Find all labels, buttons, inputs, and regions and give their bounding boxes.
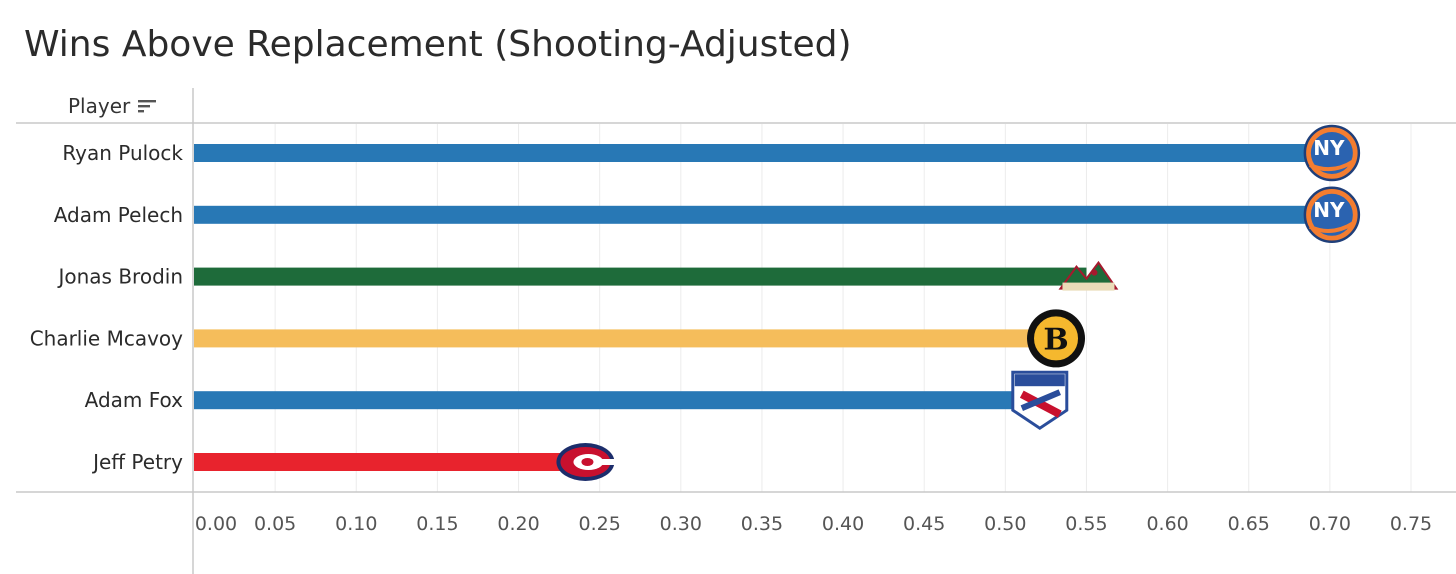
logo-gap <box>597 459 616 465</box>
x-tick-label: 0.00 <box>195 513 237 535</box>
minnesota-wild-logo <box>1058 260 1119 291</box>
logo-inner <box>1032 314 1081 363</box>
logo-letter: B <box>1043 322 1068 357</box>
x-tick-label: 0.50 <box>984 513 1026 535</box>
bar <box>194 144 1330 162</box>
x-axis-ticks: 0.00 0.05 0.10 0.15 0.20 0.25 0.30 0.35 0.40 0.45… <box>195 513 1432 535</box>
logo-letters: NY <box>1313 198 1345 222</box>
sort-descending-icon[interactable] <box>138 99 157 113</box>
row-label: Jonas Brodin <box>56 265 183 289</box>
boston-bruins-logo: B <box>1027 309 1086 368</box>
team-logos: NY NY B <box>556 124 1361 481</box>
x-tick-label: 0.10 <box>335 513 377 535</box>
x-tick-label: 0.75 <box>1390 513 1432 535</box>
row-header[interactable]: Player <box>68 94 157 118</box>
row-label: Adam Pelech <box>54 203 183 227</box>
x-tick-label: 0.25 <box>579 513 621 535</box>
x-tick-label: 0.45 <box>903 513 945 535</box>
logo-disc <box>1310 193 1353 236</box>
logo-banner <box>1014 374 1065 387</box>
row-label: Adam Fox <box>85 388 184 412</box>
logo-swoosh <box>1309 221 1355 233</box>
logo-band <box>1062 282 1115 291</box>
logo-swoosh <box>1309 159 1355 172</box>
x-tick-label: 0.15 <box>416 513 458 535</box>
logo-disc <box>1310 132 1353 174</box>
logo-stripe <box>1020 389 1061 411</box>
grid-lines <box>274 124 1412 492</box>
chart-title: Wins Above Replacement (Shooting-Adjuste… <box>24 24 852 65</box>
montreal-canadiens-logo <box>556 443 616 481</box>
bar <box>194 329 1055 348</box>
row-label: Jeff Petry <box>91 450 183 474</box>
x-tick-label: 0.05 <box>254 513 296 535</box>
row-label: Ryan Pulock <box>62 141 183 165</box>
new-york-islanders-logo: NY <box>1303 124 1361 182</box>
x-tick-label: 0.30 <box>660 513 702 535</box>
x-tick-label: 0.60 <box>1146 513 1188 535</box>
x-tick-label: 0.55 <box>1065 513 1107 535</box>
x-tick-label: 0.70 <box>1309 513 1351 535</box>
logo-stripe <box>1019 390 1062 418</box>
x-tick-label: 0.65 <box>1228 513 1270 535</box>
bar <box>194 205 1330 224</box>
new-york-islanders-logo: NY <box>1303 186 1361 244</box>
logo-star <box>1091 269 1098 276</box>
row-header-label: Player <box>68 94 131 118</box>
x-tick-label: 0.40 <box>822 513 864 535</box>
logo-letters: NY <box>1313 136 1345 160</box>
row-labels: Ryan Pulock Adam Pelech Jonas Brodin Charli… <box>30 141 184 474</box>
axes <box>16 88 1456 574</box>
bar <box>194 453 584 471</box>
new-york-rangers-logo <box>1011 370 1069 431</box>
logo-h <box>581 458 594 466</box>
bar <box>194 391 1038 410</box>
x-tick-label: 0.35 <box>741 513 783 535</box>
bar <box>194 267 1087 286</box>
x-tick-label: 0.20 <box>497 513 539 535</box>
row-label: Charlie Mcavoy <box>30 326 183 350</box>
bars <box>194 144 1330 471</box>
